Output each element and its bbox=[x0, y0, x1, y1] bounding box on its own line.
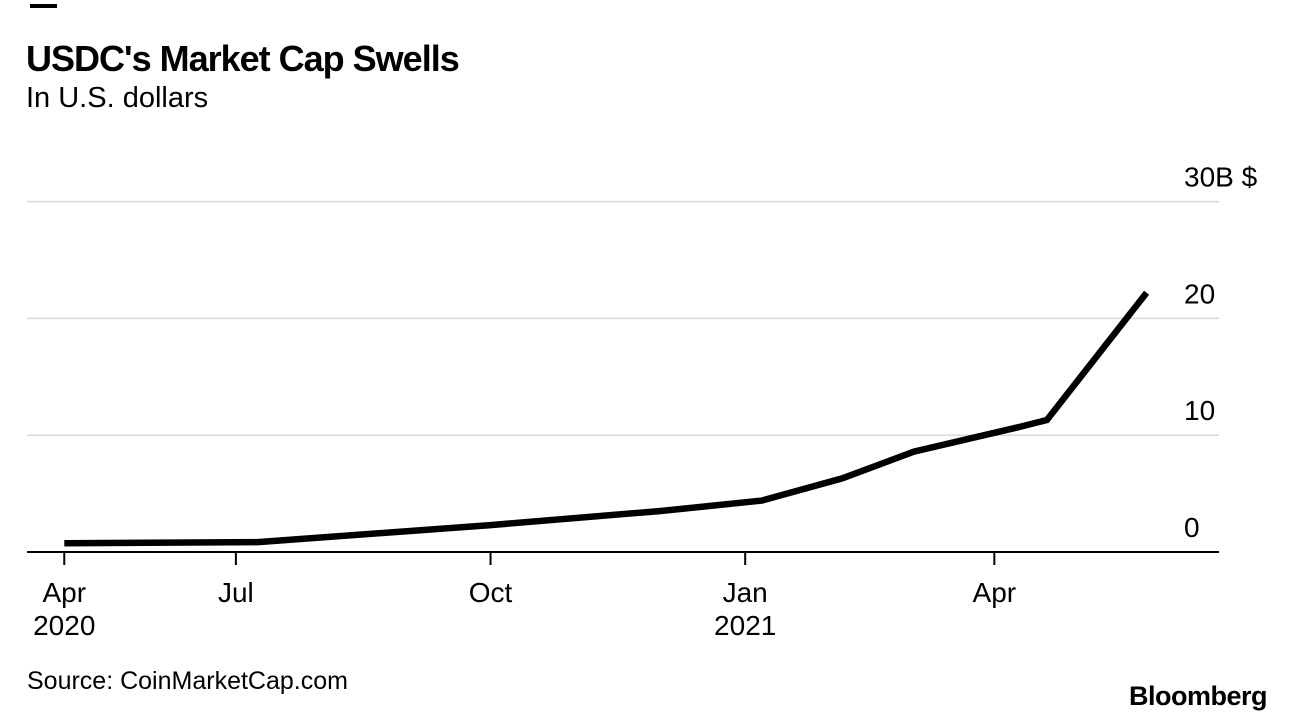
y-tick-label: 0 bbox=[1184, 512, 1200, 543]
x-tick-label: Oct bbox=[469, 577, 513, 608]
x-tick-label: Jan bbox=[723, 577, 768, 608]
chart-subtitle: In U.S. dollars bbox=[26, 82, 209, 114]
chart-title: USDC's Market Cap Swells bbox=[26, 38, 460, 79]
y-tick-label: 20 bbox=[1184, 278, 1215, 309]
top-left-dash bbox=[30, 4, 57, 8]
bloomberg-logo: Bloomberg bbox=[1128, 681, 1268, 711]
y-tick-label: 10 bbox=[1184, 395, 1215, 426]
x-tick-label: Jul bbox=[218, 577, 254, 608]
y-tick-label: 30B $ bbox=[1184, 162, 1258, 193]
x-tick-year-label: 2021 bbox=[714, 610, 776, 641]
x-tick-label: Apr bbox=[973, 577, 1017, 608]
x-tick-year-label: 2020 bbox=[33, 610, 95, 641]
market-cap-line bbox=[64, 290, 1150, 547]
source-credit: Source: CoinMarketCap.com bbox=[27, 667, 348, 695]
x-tick-label: Apr bbox=[42, 577, 86, 608]
